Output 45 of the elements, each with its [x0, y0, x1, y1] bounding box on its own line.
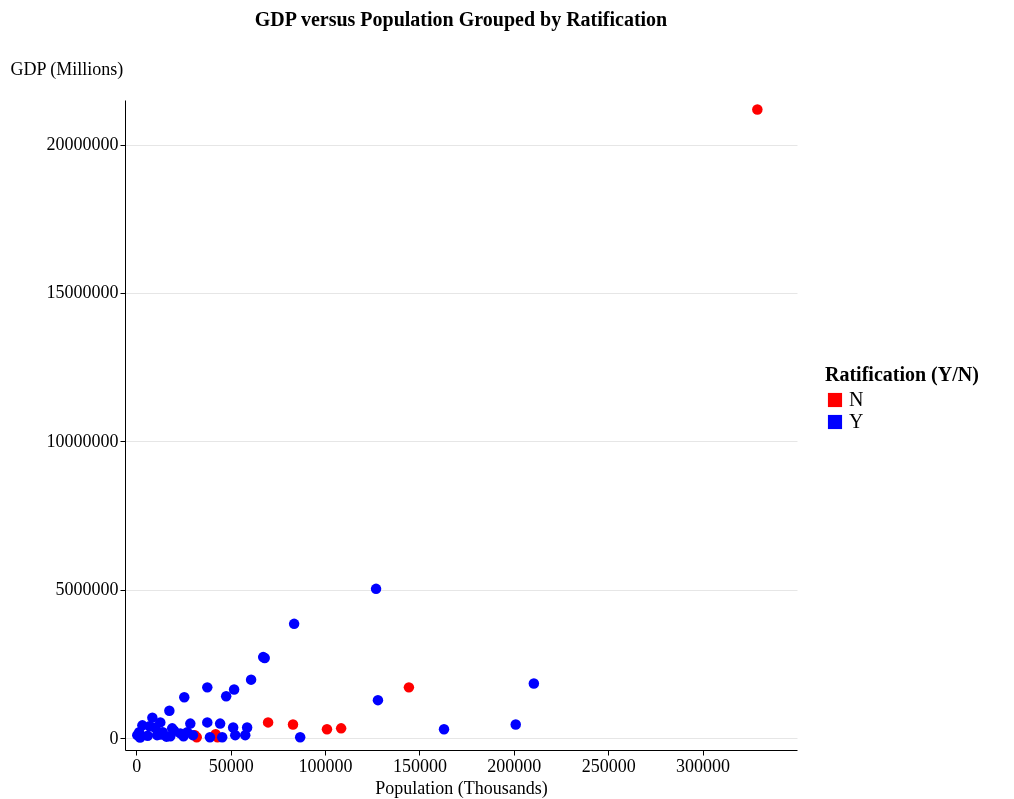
point: [287, 719, 299, 730]
point: [204, 732, 216, 743]
point: [335, 723, 347, 734]
legend-title: Ratification (Y/N): [825, 363, 979, 386]
legend-label: N: [849, 388, 864, 410]
point: [372, 694, 384, 706]
legend-label: Y: [849, 410, 864, 432]
point: [229, 729, 241, 741]
point: [240, 729, 251, 741]
point: [220, 691, 232, 702]
point: [510, 719, 521, 730]
y-tick-label: 20000000: [46, 134, 119, 155]
point: [179, 691, 190, 703]
point: [182, 726, 193, 738]
chart-title: GDP versus Population Grouped by Ratification: [254, 8, 668, 31]
y-tick-label: 0: [109, 727, 119, 748]
x-tick-label: 50000: [208, 755, 254, 776]
x-tick-label: 200000: [487, 755, 542, 776]
point: [752, 104, 763, 115]
point: [214, 718, 226, 729]
point: [216, 732, 228, 743]
y-tick-label: 5000000: [55, 579, 119, 600]
point: [370, 583, 382, 595]
point: [164, 705, 175, 717]
y-tick-label: 15000000: [46, 282, 119, 303]
x-tick-label: 300000: [676, 755, 731, 776]
x-tick-label: 100000: [298, 755, 353, 776]
point: [403, 682, 415, 693]
point: [202, 682, 213, 693]
x-tick-label: 150000: [392, 755, 447, 776]
point: [438, 723, 450, 735]
point: [528, 678, 540, 689]
point: [202, 717, 213, 728]
point: [262, 717, 274, 728]
point: [228, 684, 240, 695]
x-tick-label: 0: [132, 755, 142, 776]
point: [185, 718, 196, 729]
y-axis-title: GDP (Millions): [10, 58, 124, 80]
x-tick-label: 250000: [581, 755, 636, 776]
point: [245, 674, 257, 685]
point: [288, 618, 300, 630]
point: [294, 732, 306, 743]
y-tick-label: 10000000: [46, 430, 119, 451]
point: [321, 723, 333, 735]
x-axis-title: Population (Thousands): [375, 777, 548, 799]
